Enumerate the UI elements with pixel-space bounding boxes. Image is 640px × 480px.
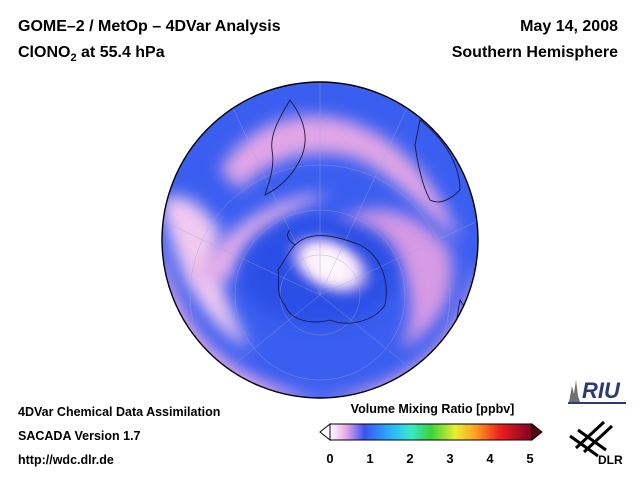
colorbar-tick: 4 bbox=[486, 451, 494, 466]
graticule bbox=[162, 82, 478, 398]
colorbar-tick: 0 bbox=[326, 451, 334, 466]
colorbar-label: Volume Mixing Ratio [ppbv] bbox=[350, 402, 515, 416]
species-subscript: 2 bbox=[70, 52, 77, 65]
colorbar-tick: 1 bbox=[366, 451, 374, 466]
colorbar-tick: 3 bbox=[446, 451, 454, 466]
colorbar-low-arrow bbox=[319, 422, 331, 442]
map-title: GOME–2 / MetOp – 4DVar Analysis bbox=[18, 18, 281, 35]
species-name: ClONO bbox=[18, 44, 71, 61]
hemisphere-globe-map bbox=[161, 81, 479, 399]
colorbar bbox=[319, 422, 543, 442]
footer-line-1: 4DVar Chemical Data Assimilation bbox=[18, 405, 221, 419]
colorbar-tick: 2 bbox=[406, 451, 414, 466]
species-label: ClONO2 at 55.4 hPa bbox=[18, 44, 165, 64]
dlr-logo-text: DLR bbox=[598, 453, 623, 466]
footer-line-3[interactable]: http://wdc.dlr.de bbox=[18, 453, 114, 467]
globe-outline bbox=[161, 81, 479, 399]
colorbar-tick: 5 bbox=[526, 451, 534, 466]
region-label: Southern Hemisphere bbox=[451, 44, 618, 61]
pressure-level: at 55.4 hPa bbox=[76, 44, 165, 61]
dlr-logo: DLR bbox=[569, 420, 623, 466]
riu-logo-text: RIU bbox=[582, 378, 621, 403]
footer-line-2: SACADA Version 1.7 bbox=[18, 429, 141, 443]
date-label: May 14, 2008 bbox=[520, 18, 618, 35]
riu-logo: RIU bbox=[568, 378, 626, 404]
colorbar-gradient bbox=[329, 423, 533, 441]
colorbar-high-arrow bbox=[531, 422, 543, 442]
